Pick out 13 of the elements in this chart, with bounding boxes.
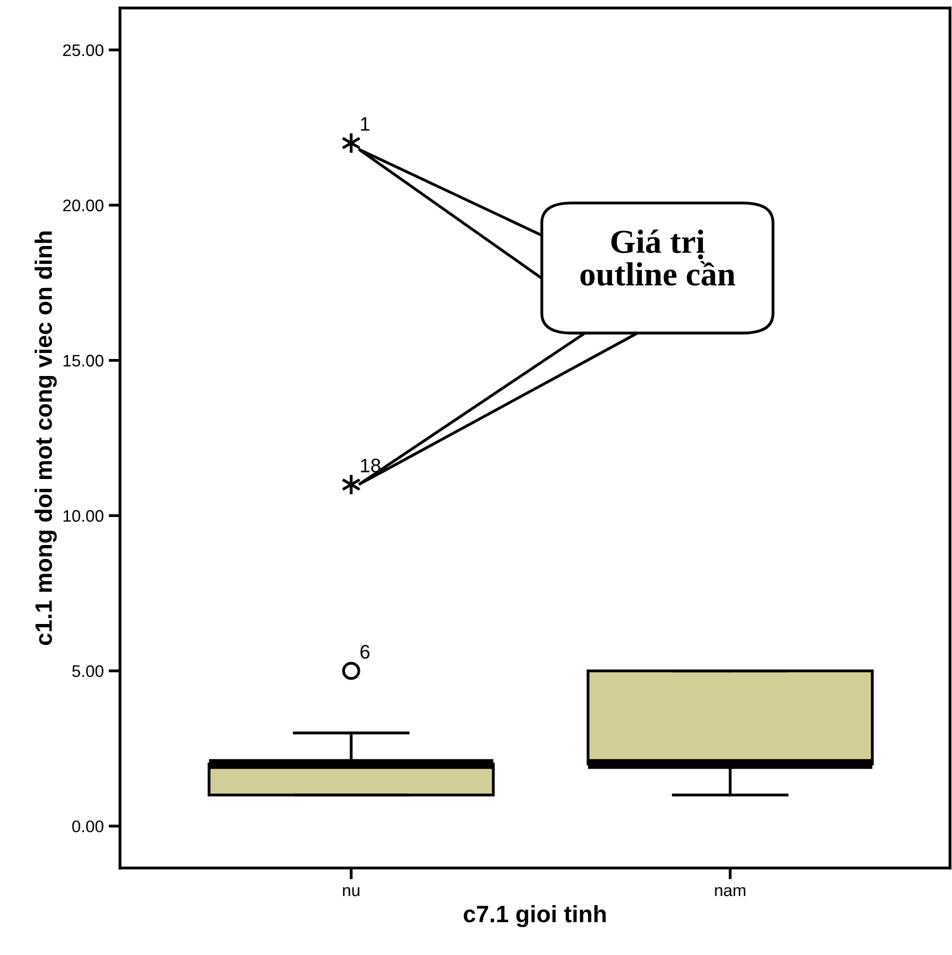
y-axis-title: c1.1 mong doi mot cong viec on dinh [34, 232, 57, 645]
x-tick-label: nam [715, 887, 746, 896]
annotation: 6 [360, 644, 370, 659]
x-tick-label: nu [343, 887, 360, 896]
annotation: Giá trị outline cần [580, 230, 736, 286]
y-tick-label: 10.00 [64, 510, 104, 522]
annotation: 1 [361, 117, 370, 131]
y-tick-label: 15.00 [64, 354, 104, 367]
y-tick-label: 0.00 [72, 820, 104, 832]
y-tick-label: 5.00 [72, 665, 104, 678]
x-axis-title: c7.1 gioi tinh [464, 905, 606, 928]
y-tick-label: 25.00 [63, 44, 104, 56]
y-tick-label: 20.00 [63, 200, 104, 212]
